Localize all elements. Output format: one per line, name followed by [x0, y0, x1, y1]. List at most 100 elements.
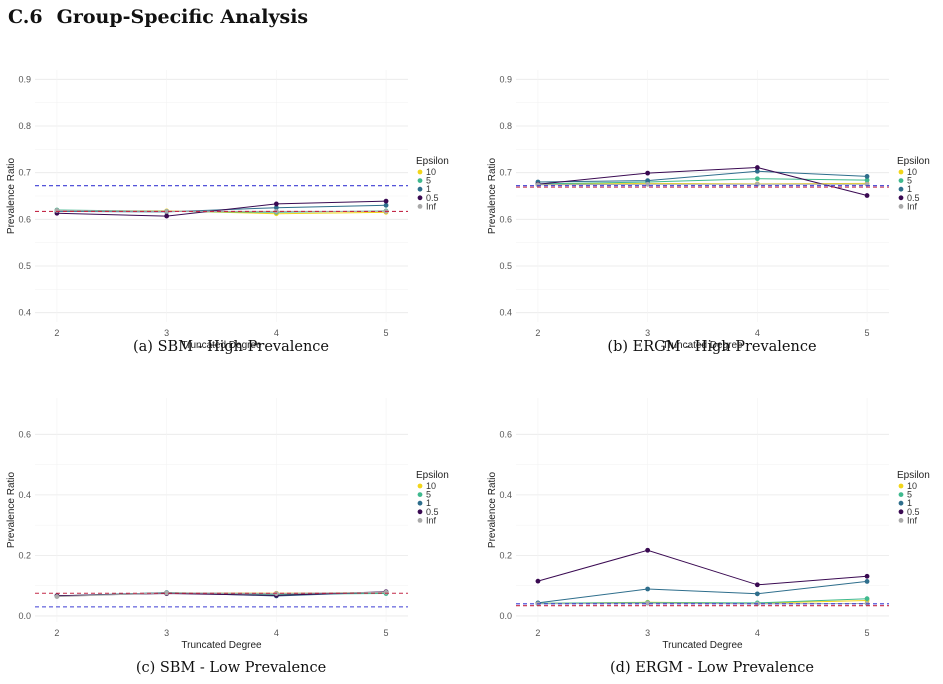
- x-tick-label: 4: [274, 328, 279, 338]
- legend-marker-Inf: [417, 518, 423, 523]
- data-point-0.5: [645, 547, 651, 553]
- y-tick-label: 0.4: [499, 308, 512, 318]
- y-tick-label: 0.6: [18, 429, 31, 439]
- legend-marker-0.5: [417, 195, 423, 201]
- x-tick-label: 5: [865, 328, 870, 338]
- legend-label-1: 1: [426, 498, 431, 508]
- x-axis-label: Truncated Degree: [662, 340, 743, 351]
- y-tick-label: 0.5: [18, 261, 31, 271]
- y-axis-label: Prevalence Ratio: [487, 471, 498, 548]
- section-title: Group-Specific Analysis: [56, 6, 309, 28]
- legend-marker-0.5: [417, 509, 423, 515]
- x-axis-label: Truncated Degree: [181, 340, 262, 351]
- data-point-Inf: [645, 600, 651, 606]
- data-point-Inf: [645, 181, 651, 187]
- y-axis-label: Prevalence Ratio: [6, 471, 17, 548]
- series-line-5: [537, 178, 868, 185]
- caption-ergm-low: (d) ERGM - Low Prevalence: [610, 660, 814, 676]
- data-point-0.5: [535, 578, 541, 584]
- legend-marker-10: [898, 483, 904, 489]
- x-tick-label: 4: [755, 628, 760, 638]
- data-point-1: [645, 178, 651, 183]
- legend-label-5: 5: [907, 490, 912, 500]
- legend-label-0.5: 0.5: [907, 507, 920, 517]
- chart-svg: 0.4 0.5 0.6 0.7 0.8 0.9 2 3 4 5 Truncated Degree Pr…: [487, 70, 930, 351]
- data-point-Inf: [535, 182, 541, 188]
- chart-svg: 0.0 0.2 0.4 0.6 2 3 4 5 Truncated Degree Prevalen…: [487, 398, 930, 651]
- legend-label-0.5: 0.5: [426, 507, 439, 517]
- series-line-0.5: [537, 166, 868, 196]
- legend-marker-1: [898, 186, 904, 192]
- data-point-1: [864, 174, 870, 179]
- data-point-0.5: [273, 201, 279, 207]
- legend-marker-5: [417, 178, 423, 183]
- data-point-1: [864, 579, 870, 584]
- legend-label-1: 1: [426, 184, 431, 194]
- legend-label-Inf: Inf: [426, 201, 437, 211]
- data-point-0.5: [754, 582, 760, 588]
- legend-label-5: 5: [907, 176, 912, 186]
- chart-panel-ergm-low: 0.0 0.2 0.4 0.6 2 3 4 5 Truncated Degree Prevalen…: [481, 390, 943, 675]
- y-tick-label: 0.6: [18, 214, 31, 224]
- legend-marker-5: [417, 492, 423, 497]
- legend-marker-Inf: [898, 204, 904, 209]
- legend-marker-0.5: [898, 195, 904, 201]
- legend-marker-1: [417, 500, 423, 506]
- x-tick-label: 5: [384, 628, 389, 638]
- legend-label-10: 10: [426, 167, 436, 177]
- y-tick-label: 0.4: [499, 490, 512, 500]
- y-tick-label: 0.8: [18, 121, 31, 131]
- x-tick-label: 2: [535, 328, 540, 338]
- section-heading: C.6 Group-Specific Analysis: [8, 6, 308, 28]
- y-axis-label: Prevalence Ratio: [487, 157, 498, 234]
- x-tick-label: 3: [645, 328, 650, 338]
- data-point-Inf: [54, 594, 60, 599]
- series-line-0.5: [537, 549, 868, 586]
- legend-label-5: 5: [426, 176, 431, 186]
- x-tick-label: 4: [755, 328, 760, 338]
- chart-svg: 0.0 0.2 0.4 0.6 2 3 4 5 Truncated Degree Prevalen…: [6, 398, 449, 651]
- x-tick-label: 3: [164, 328, 169, 338]
- series-line-10: [537, 182, 868, 185]
- x-tick-label: 4: [274, 628, 279, 638]
- legend-label-10: 10: [426, 481, 436, 491]
- legend-marker-Inf: [898, 518, 904, 523]
- legend-marker-10: [417, 483, 423, 489]
- series-line-5: [537, 598, 868, 604]
- data-point-Inf: [164, 590, 170, 596]
- legend-label-1: 1: [907, 184, 912, 194]
- legend-marker-10: [898, 169, 904, 175]
- x-tick-label: 2: [535, 628, 540, 638]
- caption-ergm-high: (b) ERGM - High Prevalence: [607, 339, 817, 355]
- x-axis-label: Truncated Degree: [181, 640, 262, 651]
- y-tick-label: 0.6: [499, 429, 512, 439]
- data-point-Inf: [383, 589, 389, 595]
- series-line-0.5: [56, 200, 387, 217]
- y-tick-label: 0.7: [18, 168, 31, 178]
- x-tick-label: 5: [865, 628, 870, 638]
- chart-panel-ergm-high: 0.4 0.5 0.6 0.7 0.8 0.9 2 3 4 5 Truncated Degree Pr…: [481, 62, 943, 351]
- x-tick-label: 3: [164, 628, 169, 638]
- legend-title: Epsilon: [416, 156, 449, 167]
- legend-marker-1: [898, 500, 904, 506]
- legend-label-10: 10: [907, 481, 917, 491]
- data-point-5: [864, 596, 870, 602]
- y-tick-label: 0.9: [499, 74, 512, 84]
- chart-svg: 0.4 0.5 0.6 0.7 0.8 0.9 2 3 4 5 Truncated Degree Pr…: [6, 70, 449, 351]
- legend-marker-5: [898, 178, 904, 183]
- y-tick-label: 0.0: [499, 611, 512, 621]
- data-point-0.5: [164, 213, 170, 219]
- legend-label-5: 5: [426, 490, 431, 500]
- series-line-1: [537, 170, 868, 183]
- y-tick-label: 0.7: [499, 168, 512, 178]
- data-point-0.5: [754, 165, 760, 170]
- legend-title: Epsilon: [897, 470, 930, 481]
- data-point-1: [754, 168, 760, 174]
- chart-panel-sbm-low: 0.0 0.2 0.4 0.6 2 3 4 5 Truncated Degree Prevalen…: [0, 390, 462, 675]
- data-point-Inf: [164, 209, 170, 214]
- caption-sbm-low: (c) SBM - Low Prevalence: [135, 660, 327, 676]
- legend-label-0.5: 0.5: [426, 193, 439, 203]
- legend-marker-0.5: [898, 509, 904, 515]
- data-point-5: [754, 176, 760, 182]
- data-point-Inf: [54, 208, 60, 213]
